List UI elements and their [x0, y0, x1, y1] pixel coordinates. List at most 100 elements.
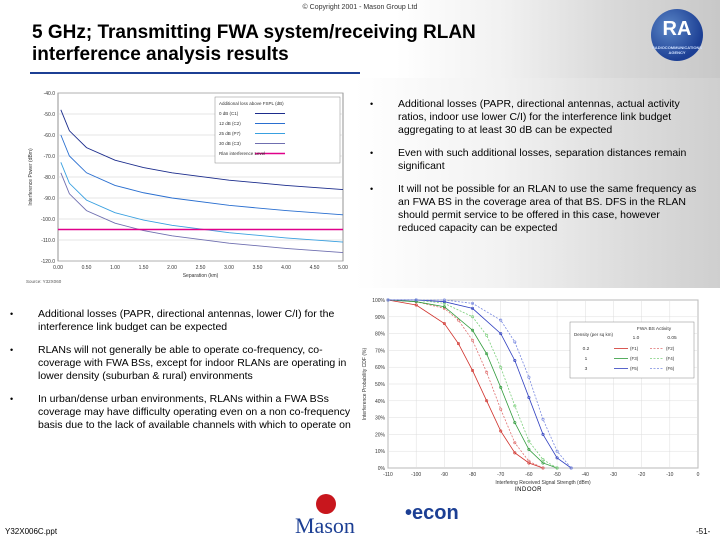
series-line-30-db-c3-	[60, 172, 344, 254]
data-point-f1	[471, 369, 475, 373]
bullet-text: Even with such additional losses, separa…	[398, 147, 687, 172]
y-tick-label: 60%	[375, 365, 386, 371]
x-tick-label: 1.50	[139, 265, 149, 271]
bullet-icon: •	[10, 394, 14, 404]
mason-logo-icon	[316, 494, 336, 514]
data-point-f3	[414, 300, 418, 304]
data-point-f5	[527, 395, 531, 399]
series-line-f2	[387, 299, 544, 469]
y-tick-label: 70%	[375, 348, 386, 354]
y-tick-label: -100.0	[41, 217, 55, 223]
legend-entry: 25 dB (P7)	[219, 131, 241, 136]
data-point-f6	[555, 449, 559, 453]
ra-logo-text: RA	[662, 18, 692, 40]
series-line-f4	[388, 299, 558, 469]
legend-entry: (F5)	[630, 366, 639, 371]
legend-entry: 30 dB (C3)	[219, 141, 241, 146]
x-tick-label: 3.50	[253, 265, 263, 271]
bullet-text: Additional losses (PAPR, directional ant…	[38, 308, 335, 333]
data-point-f1	[527, 461, 531, 465]
bullet-icon: •	[10, 309, 14, 319]
data-point-f4	[471, 315, 475, 319]
bullet-item: • It will not be possible for an RLAN to …	[370, 183, 700, 235]
series-line-f3	[387, 299, 558, 469]
data-point-f5	[541, 432, 545, 436]
bullet-icon: •	[10, 345, 14, 355]
y-tick-label: -110.0	[41, 238, 55, 244]
data-point-f6	[513, 340, 517, 344]
data-point-f3	[513, 421, 517, 425]
legend-entry: (F2)	[666, 346, 675, 351]
legend-density: 0.2	[583, 346, 590, 352]
x-tick-label: -90	[441, 472, 448, 478]
data-point-f3	[471, 328, 475, 332]
series-line-f1	[387, 299, 544, 469]
bullet-text: It will not be possible for an RLAN to u…	[398, 183, 697, 234]
bullet-item: • In urban/dense urban environments, RLAN…	[10, 393, 360, 432]
legend-entry: 12 dB (C2)	[219, 121, 241, 126]
bullet-text: RLANs will not generally be able to oper…	[38, 344, 347, 382]
y-tick-label: -70.0	[44, 154, 56, 160]
title-line-2: interference analysis results	[32, 44, 289, 65]
legend-density: 3	[585, 366, 588, 372]
bullet-list-left: • Additional losses (PAPR, directional an…	[10, 308, 360, 442]
data-point-f5	[471, 306, 475, 310]
document-id: Y32X006C.ppt	[5, 527, 58, 536]
bullet-icon: •	[370, 148, 374, 158]
title-underline	[30, 72, 360, 74]
x-tick-label: 2.50	[196, 265, 206, 271]
x-tick-label: 2.00	[167, 265, 177, 271]
x-tick-label: 0.00	[53, 265, 63, 271]
data-point-f4	[499, 365, 503, 369]
legend-entry: Rlan interference Level	[219, 151, 265, 156]
mason-logo-text: Mason	[295, 513, 355, 538]
y-axis-label: Interference Power (dBm)	[28, 148, 34, 206]
bullet-icon: •	[370, 184, 374, 194]
data-point-f6	[442, 298, 446, 302]
legend-box	[569, 321, 695, 379]
data-point-f4	[442, 301, 446, 305]
data-point-f4	[555, 466, 559, 470]
x-tick-label: -30	[610, 472, 617, 478]
legend-col-label: 1.0	[633, 335, 640, 341]
x-tick-label: -100	[411, 472, 421, 478]
data-point-f6	[414, 298, 418, 302]
data-point-f5	[555, 456, 559, 460]
data-point-f6	[499, 318, 503, 322]
y-tick-label: -40.0	[44, 91, 56, 97]
y-tick-label: -50.0	[44, 112, 56, 118]
x-tick-label: 1.00	[110, 265, 120, 271]
page-title: 5 GHz; Transmitting FWA system/receiving…	[32, 22, 552, 66]
y-tick-label: 100%	[372, 298, 385, 304]
x-tick-label: -40	[582, 472, 589, 478]
legend-header: Additional loss above FSPL (dB)	[219, 101, 284, 106]
y-tick-label: -80.0	[44, 175, 56, 181]
series-line-0-db-c1-	[60, 109, 344, 191]
ra-logo: RA RADIOCOMMUNICATIONS AGENCY	[651, 9, 703, 61]
data-point-f4	[513, 404, 517, 408]
x-tick-label: 5.00	[338, 265, 348, 271]
x-axis-label: Separation (km)	[183, 273, 219, 279]
data-point-f5	[499, 332, 503, 336]
series-line-12-db-c2-	[60, 134, 344, 216]
data-point-f4	[541, 458, 545, 462]
x-axis-label: Interfering Received Signal Strength (dB…	[495, 480, 591, 486]
interference-cdf-chart: 0% 10% 20% 30% 40% 50% 60% 70% 80% 90% 100% -110 -10…	[362, 298, 700, 486]
data-point-f3	[541, 461, 545, 465]
data-point-f6	[541, 417, 545, 421]
bullet-text: In urban/dense urban environments, RLANs…	[38, 393, 351, 431]
legend-row-header: Density (per sq km)	[574, 332, 614, 337]
legend-entry: (F6)	[666, 366, 675, 371]
x-tick-label: -80	[469, 472, 476, 478]
legend-entry: (F3)	[630, 356, 639, 361]
y-tick-label: 90%	[375, 315, 386, 321]
x-tick-label: 0.50	[82, 265, 92, 271]
bullet-item: • Additional losses (PAPR, directional an…	[10, 308, 360, 334]
x-tick-label: -110	[383, 472, 393, 478]
y-tick-label: 40%	[375, 399, 386, 405]
y-tick-label: -60.0	[44, 133, 56, 139]
header-background	[0, 0, 720, 78]
series-line-f5	[388, 299, 572, 469]
econ-logo: •econ	[405, 502, 459, 524]
data-point-f1	[485, 399, 489, 403]
